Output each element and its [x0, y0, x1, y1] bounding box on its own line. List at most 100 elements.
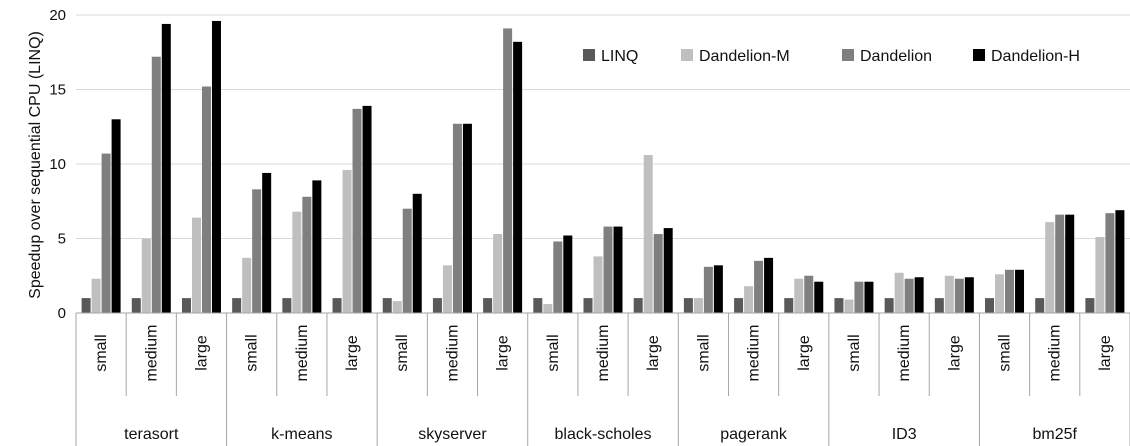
y-tick-label: 20 — [49, 7, 66, 24]
bar-linq — [683, 298, 693, 313]
x-tick-label: medium — [746, 325, 763, 382]
group-label: skyserver — [418, 426, 487, 443]
bar-dandelion-m — [493, 234, 503, 313]
bar-dandelion — [904, 278, 914, 313]
group-label: terasort — [124, 426, 179, 443]
bar-dandelion — [1005, 269, 1015, 313]
bar-dandelion-h — [362, 105, 372, 313]
bar-dandelion-m — [995, 274, 1005, 313]
x-tick-label: small — [846, 334, 863, 371]
bar-dandelion — [352, 108, 362, 314]
bar-dandelion-h — [211, 20, 221, 314]
bar-dandelion-m — [342, 169, 352, 313]
bar-linq — [81, 298, 91, 313]
group-label: black-scholes — [555, 426, 652, 443]
bar-dandelion-m — [392, 301, 402, 313]
group-label: bm25f — [1032, 426, 1077, 443]
bar-dandelion-m — [844, 299, 854, 313]
bar-dandelion-h — [814, 281, 824, 313]
bar-linq — [934, 298, 944, 313]
group-label: pagerank — [720, 426, 788, 443]
bar-dandelion-h — [613, 226, 623, 313]
bar-dandelion-h — [663, 228, 673, 313]
x-tick-label: medium — [294, 325, 311, 382]
bar-dandelion — [151, 56, 161, 313]
bar-dandelion — [754, 260, 764, 313]
bar-dandelion-h — [1065, 214, 1075, 313]
x-tick-label: small — [244, 334, 261, 371]
x-tick-label: small — [997, 334, 1014, 371]
x-tick-label: large — [645, 335, 662, 371]
bar-linq — [533, 298, 543, 313]
legend-label: LINQ — [601, 48, 638, 65]
x-tick-label: medium — [896, 325, 913, 382]
bar-dandelion — [804, 275, 814, 313]
bar-dandelion-h — [563, 235, 573, 313]
bars — [81, 20, 1125, 314]
x-tick-label: large — [193, 335, 210, 371]
bar-dandelion-h — [764, 257, 774, 313]
legend: LINQ Dandelion-M Dandelion Dandelion-H — [583, 48, 1080, 65]
bar-linq — [181, 298, 191, 313]
bar-dandelion-h — [914, 277, 924, 313]
bar-dandelion — [503, 28, 513, 313]
bar-dandelion — [101, 153, 111, 313]
x-tick-label: small — [394, 334, 411, 371]
bar-dandelion-m — [543, 304, 553, 313]
axes: 0 5 10 15 20 small medium large small medium large… — [49, 7, 1130, 446]
x-tick-label: large — [1097, 335, 1114, 371]
bar-linq — [1085, 298, 1095, 313]
bar-linq — [784, 298, 794, 313]
x-tick-label: large — [495, 335, 512, 371]
legend-label: Dandelion-M — [699, 48, 790, 65]
bar-dandelion-m — [593, 256, 603, 313]
y-tick-label: 5 — [58, 231, 66, 248]
legend-label: Dandelion-H — [991, 48, 1080, 65]
legend-swatch — [973, 49, 985, 61]
x-tick-label: medium — [1047, 325, 1064, 382]
bar-dandelion-h — [513, 41, 523, 313]
group-label: k-means — [271, 426, 332, 443]
bar-linq — [432, 298, 442, 313]
bar-dandelion-h — [111, 119, 121, 313]
x-tick-label: small — [695, 334, 712, 371]
bar-dandelion-h — [161, 23, 171, 313]
x-tick-label: medium — [143, 325, 160, 382]
bar-dandelion-m — [794, 278, 804, 313]
legend-swatch — [681, 49, 693, 61]
bar-linq — [734, 298, 744, 313]
bar-dandelion — [452, 123, 462, 314]
bar-dandelion-h — [1115, 210, 1125, 313]
bar-dandelion-m — [643, 155, 653, 313]
bar-dandelion — [252, 189, 262, 313]
y-axis-title: Speedup over sequential CPU (LINQ) — [27, 31, 44, 299]
y-tick-label: 10 — [49, 156, 66, 173]
bar-linq — [332, 298, 342, 313]
legend-label: Dandelion — [860, 48, 932, 65]
bar-dandelion — [603, 226, 613, 313]
legend-swatch — [842, 49, 854, 61]
bar-dandelion — [653, 234, 663, 313]
bar-dandelion — [954, 278, 964, 313]
bar-dandelion-m — [141, 238, 151, 313]
bar-linq — [1035, 298, 1045, 313]
x-tick-label: small — [93, 334, 110, 371]
bar-dandelion-m — [191, 217, 201, 313]
bar-dandelion-m — [1045, 222, 1055, 313]
y-tick-label: 0 — [58, 305, 66, 322]
gridlines — [76, 14, 1130, 239]
bar-linq — [282, 298, 292, 313]
bar-dandelion — [854, 281, 864, 313]
bar-dandelion-m — [242, 257, 252, 313]
bar-dandelion-h — [312, 180, 322, 313]
group-label: ID3 — [892, 426, 917, 443]
x-tick-label: large — [344, 335, 361, 371]
bar-dandelion-m — [944, 275, 954, 313]
bar-linq — [884, 298, 894, 313]
x-tick-label: medium — [595, 325, 612, 382]
bar-dandelion-m — [744, 286, 754, 313]
bar-dandelion-h — [864, 281, 874, 313]
bar-dandelion-h — [964, 277, 974, 313]
bar-linq — [483, 298, 493, 313]
